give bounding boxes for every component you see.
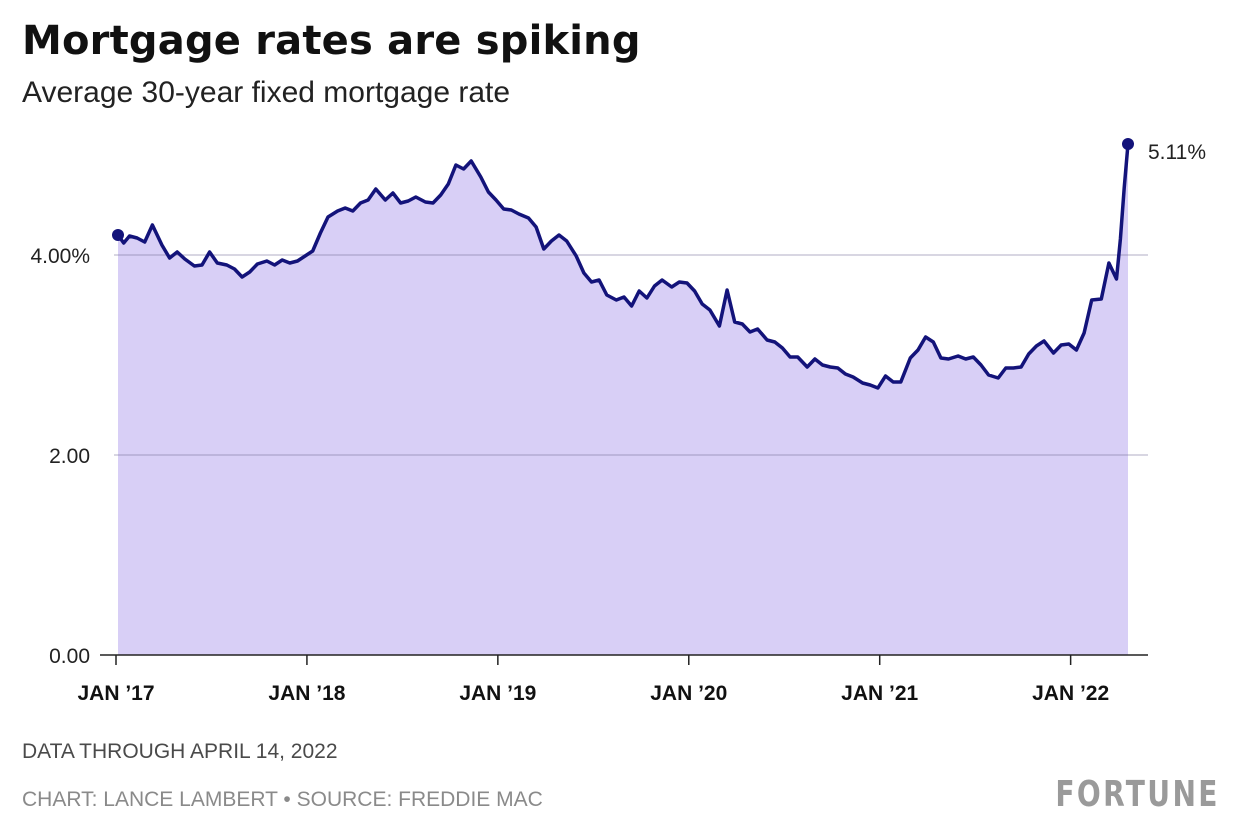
chart-credit: CHART: LANCE LAMBERT • SOURCE: FREDDIE M… — [22, 788, 543, 811]
x-tick-label: JAN ’22 — [1032, 682, 1109, 705]
end-value-label: 5.11% — [1148, 141, 1206, 164]
rate-area-fill — [118, 144, 1128, 655]
y-tick-label: 4.00% — [30, 245, 90, 268]
chart-title: Mortgage rates are spiking — [22, 18, 641, 64]
rate-line — [116, 142, 1130, 390]
x-tick-label: JAN ’18 — [268, 682, 345, 705]
x-tick-label: JAN ’21 — [841, 682, 918, 705]
x-tick-label: JAN ’17 — [77, 682, 154, 705]
x-ticks: JAN ’17 JAN ’18 JAN ’19 JAN ’20 JAN ’21 JAN ’… — [77, 655, 1109, 705]
x-tick-label: JAN ’19 — [459, 682, 536, 705]
fortune-logo: FORTUNE — [1055, 774, 1220, 815]
gridlines-over-area — [114, 254, 1148, 456]
chart-subtitle: Average 30-year fixed mortgage rate — [22, 76, 511, 109]
y-tick-labels: 0.00 2.00 4.00% — [30, 245, 90, 668]
y-tick-label: 2.00 — [49, 445, 90, 468]
data-through-note: DATA THROUGH APRIL 14, 2022 — [22, 740, 338, 763]
y-tick-label: 0.00 — [49, 645, 90, 668]
start-point-marker — [112, 229, 124, 241]
x-tick-label: JAN ’20 — [650, 682, 727, 705]
end-point-marker — [1122, 138, 1134, 150]
